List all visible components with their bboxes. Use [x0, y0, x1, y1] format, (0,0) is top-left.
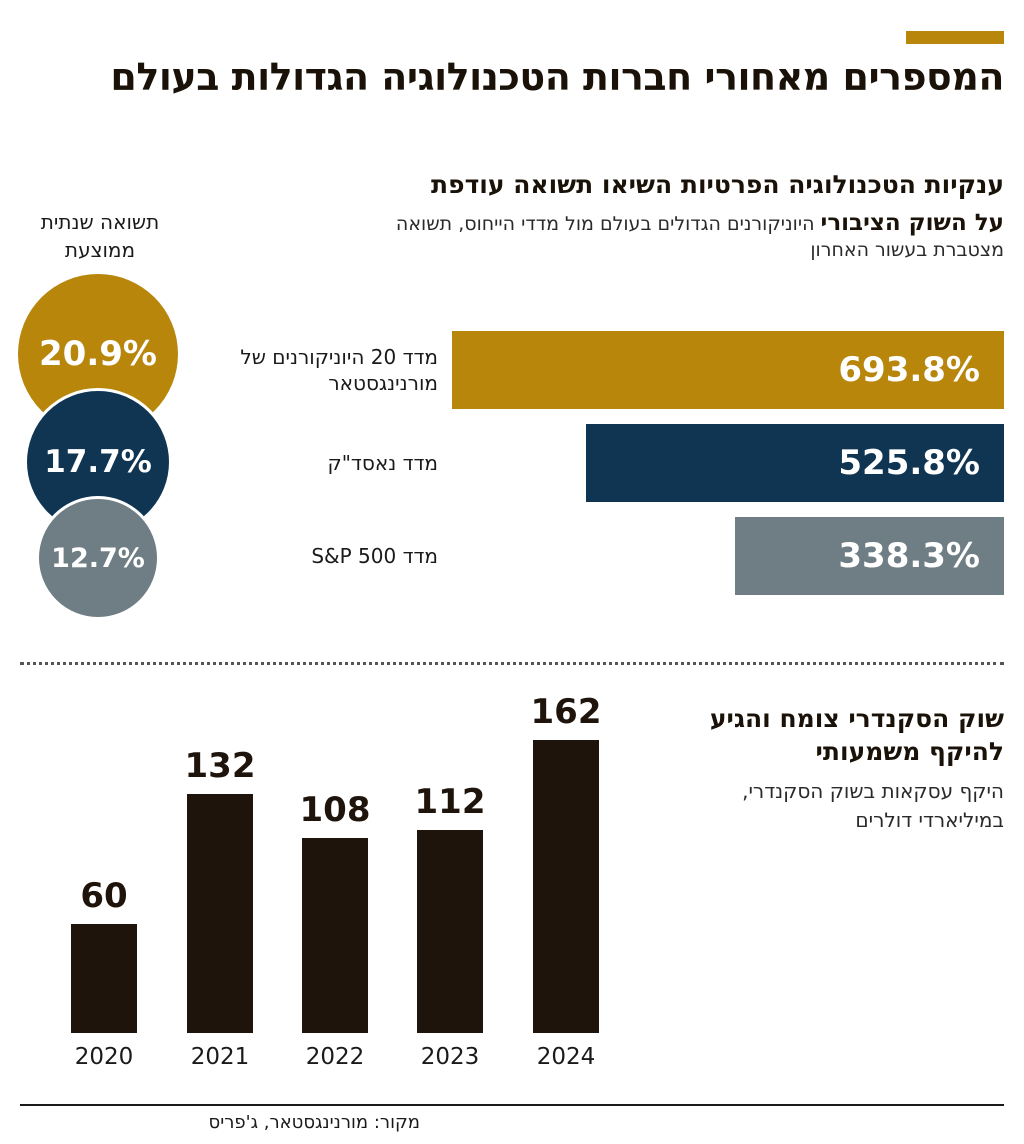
section2-heading: שוק הסקנדרי צומח והגיע להיקף משמעותי [709, 704, 1004, 766]
vbar-value-2022: 108 [299, 790, 371, 830]
vbar-category-2024: 2024 [536, 1044, 596, 1070]
hbar-value-2: 525.8% [838, 443, 980, 483]
hbar-1 [452, 331, 1004, 409]
vbar-2021 [187, 794, 253, 1033]
hbar-3 [735, 517, 1004, 595]
section2-subtitle: היקף עסקאות בשוק הסקנדרי, במיליארדי דולר… [742, 779, 1004, 832]
vbar-category-2020: 2020 [74, 1044, 134, 1070]
avg-return-label: תשואה שנתית ממוצעת [40, 210, 160, 262]
hbar-label-3: מדד S&P 500 [311, 544, 438, 568]
vbar-value-2020: 60 [80, 876, 128, 916]
vbar-value-2023: 112 [414, 782, 486, 822]
section-divider [20, 662, 1004, 665]
section1-heading: ענקיות הטכנולוגיה הפרטיות השיאו תשואה עו… [431, 170, 1004, 199]
bottom-rule [20, 1104, 1004, 1106]
source-note: מקור: מורנינגסטאר, ג'פריס [208, 1112, 420, 1133]
avg-circle-value-1: 20.9% [39, 334, 157, 374]
vbar-value-2021: 132 [184, 746, 256, 786]
avg-circle-3: 12.7% [36, 496, 160, 620]
vbar-2020 [71, 924, 137, 1033]
vbar-value-2024: 162 [530, 692, 602, 732]
hbar-value-3: 338.3% [838, 536, 980, 576]
vbar-2022 [302, 838, 368, 1033]
vbar-2024 [533, 740, 599, 1033]
section1-subtitle: על השוק הציבורי היוניקורנים הגדולים בעול… [384, 210, 1004, 263]
page-title: המספרים מאחורי חברות הטכנולוגיה הגדולות … [110, 55, 1004, 99]
hbar-value-1: 693.8% [838, 350, 980, 390]
section1-subtitle-rest: היוניקורנים הגדולים בעולם מול מדדי הייחו… [395, 213, 1004, 261]
vbar-category-2023: 2023 [420, 1044, 480, 1070]
hbar-label-2: מדד נאסד"ק [327, 451, 438, 475]
hbar-label-1: מדד 20 היוניקורנים של מורנינגסטאר [240, 345, 438, 395]
avg-circle-value-3: 12.7% [51, 542, 145, 574]
vbar-category-2022: 2022 [305, 1044, 365, 1070]
vbar-category-2021: 2021 [190, 1044, 250, 1070]
avg-circle-value-2: 17.7% [44, 444, 152, 480]
hbar-2 [586, 424, 1004, 502]
section1-subtitle-bold: על השוק הציבורי [820, 210, 1004, 236]
accent-bar [906, 31, 1004, 44]
vbar-2023 [417, 830, 483, 1033]
